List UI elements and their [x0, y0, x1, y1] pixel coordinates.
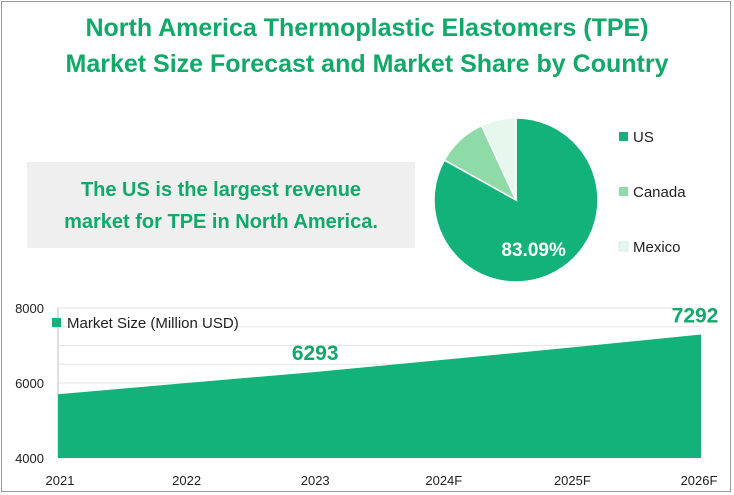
y-tick-label: 4000: [15, 451, 44, 466]
area-series-market-size: [58, 334, 701, 458]
legend-label-canada: Canada: [633, 184, 686, 201]
x-tick-label: 2025F: [554, 473, 591, 488]
title-line-2: Market Size Forecast and Market Share by…: [65, 50, 669, 78]
callout-box: The US is the largest revenue market for…: [27, 162, 415, 248]
legend-label-mexico: Mexico: [633, 239, 681, 256]
legend-swatch-canada: [619, 187, 628, 196]
callout-text: The US is the largest revenue market for…: [27, 174, 415, 238]
pie-data-label: 83.09%: [501, 240, 566, 261]
pie-slice-mexico: [480, 117, 517, 201]
legend-label-us: US: [633, 129, 654, 146]
x-tick-label: 2023: [301, 473, 330, 488]
x-tick-label: 2024F: [425, 473, 462, 488]
chart-title: North America Thermoplastic Elastomers (…: [0, 10, 734, 82]
title-line-1: North America Thermoplastic Elastomers (…: [85, 14, 649, 42]
callout-line-1: The US is the largest revenue: [80, 179, 362, 201]
x-tick-label: 2021: [46, 473, 75, 488]
y-tick-label: 8000: [15, 301, 44, 316]
pie-chart: 83.09% US Canada Mexico: [433, 117, 686, 283]
y-tick-label: 6000: [15, 376, 44, 391]
callout-line-2: market for TPE in North America.: [64, 211, 378, 233]
area-chart: 4000 6000 8000 2021 2022 2023 2024F 2025F 2026F 6…: [15, 301, 719, 488]
x-tick-label: 2022: [172, 473, 201, 488]
legend-label-market-size: Market Size (Million USD): [67, 315, 239, 332]
area-data-label: 7292: [672, 305, 719, 328]
x-tick-label: 2026F: [681, 473, 718, 488]
legend-swatch-us: [619, 132, 628, 141]
area-data-label: 6293: [292, 342, 339, 365]
legend-swatch-mexico: [618, 241, 629, 252]
legend-swatch-market-size: [52, 318, 61, 327]
